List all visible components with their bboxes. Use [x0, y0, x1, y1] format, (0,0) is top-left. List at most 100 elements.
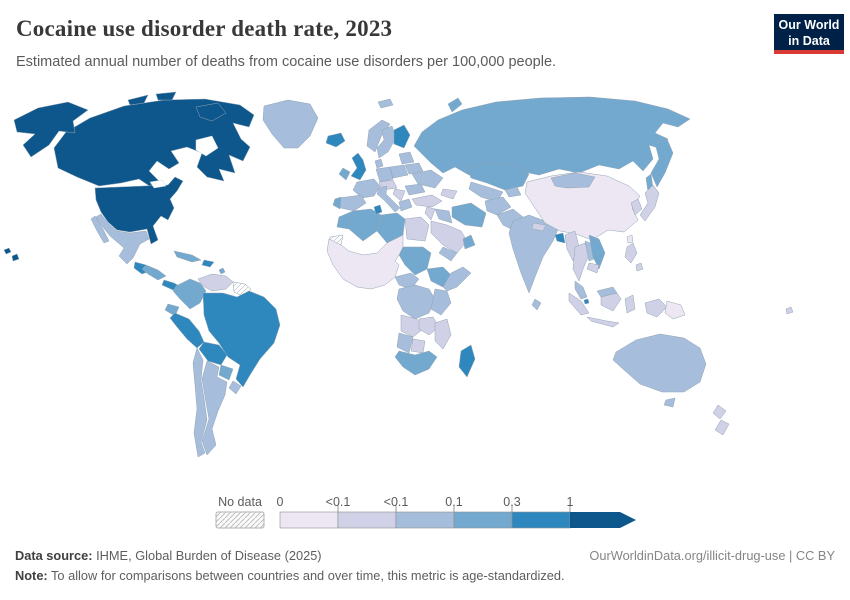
region-australia[interactable]: [612, 333, 707, 393]
region-kyrgyz[interactable]: [504, 186, 522, 198]
region-cambodia[interactable]: [586, 262, 600, 274]
region-iraq[interactable]: [434, 208, 453, 224]
region-italy[interactable]: [376, 185, 401, 213]
region-korea[interactable]: [630, 198, 643, 216]
region-yemen[interactable]: [438, 246, 458, 262]
region-sulawesi[interactable]: [624, 294, 636, 314]
region-canada-islands[interactable]: [195, 102, 227, 122]
region-denmark[interactable]: [374, 158, 384, 169]
legend-bin-swatch-arrow[interactable]: [570, 512, 636, 528]
region-botswana[interactable]: [410, 338, 426, 354]
region-china[interactable]: [524, 171, 641, 241]
region-colombia[interactable]: [172, 278, 207, 310]
region-saudi[interactable]: [430, 220, 468, 254]
footer-link[interactable]: OurWorldinData.org/illicit-drug-use | CC…: [589, 548, 835, 563]
region-west-papua[interactable]: [644, 298, 668, 318]
region-norway[interactable]: [366, 119, 391, 153]
region-ukraine[interactable]: [411, 169, 444, 189]
region-thailand[interactable]: [572, 242, 590, 282]
region-ireland[interactable]: [338, 167, 351, 181]
region-greenland[interactable]: [262, 99, 319, 149]
legend-bin-swatch[interactable]: [511, 511, 571, 529]
owid-logo[interactable]: Our World in Data: [774, 14, 844, 54]
region-philippines[interactable]: [635, 262, 644, 272]
region-somalia[interactable]: [442, 266, 472, 292]
region-levant[interactable]: [424, 206, 436, 221]
region-sri-lanka[interactable]: [531, 298, 542, 311]
region-oman[interactable]: [462, 234, 476, 250]
region-namibia[interactable]: [396, 332, 414, 354]
region-egypt[interactable]: [404, 216, 430, 242]
region-svalbard[interactable]: [377, 98, 394, 109]
region-usa[interactable]: [94, 176, 184, 245]
region-belarus[interactable]: [404, 162, 424, 175]
region-japan[interactable]: [639, 184, 660, 222]
legend-bin-swatch[interactable]: [337, 511, 397, 529]
region-chile[interactable]: [192, 347, 208, 458]
region-central-africa[interactable]: [394, 272, 420, 290]
region-france[interactable]: [352, 178, 381, 199]
region-iceland[interactable]: [325, 132, 346, 148]
region-kazakhstan[interactable]: [466, 161, 530, 191]
region-east-africa[interactable]: [430, 288, 452, 316]
region-sumatra[interactable]: [568, 292, 590, 316]
region-borneo-id[interactable]: [600, 292, 622, 312]
region-vietnam[interactable]: [588, 234, 606, 270]
region-iran[interactable]: [451, 202, 487, 228]
region-bangladesh[interactable]: [554, 232, 566, 244]
region-romania[interactable]: [404, 183, 426, 196]
legend-bin-swatch[interactable]: [279, 511, 339, 529]
region-novaya-zemlya[interactable]: [447, 97, 463, 113]
region-zambia[interactable]: [418, 316, 440, 336]
region-drc[interactable]: [396, 284, 436, 320]
region-canada-islands[interactable]: [127, 94, 149, 106]
region-portugal[interactable]: [332, 196, 342, 210]
region-singapore[interactable]: [583, 298, 590, 305]
legend-bin-swatch[interactable]: [395, 511, 455, 529]
region-sudan[interactable]: [398, 246, 432, 276]
legend-bin-swatch[interactable]: [453, 511, 513, 529]
region-fiji[interactable]: [785, 306, 794, 315]
region-philippines[interactable]: [624, 242, 638, 264]
region-honduras[interactable]: [141, 264, 167, 281]
region-uk[interactable]: [350, 152, 367, 181]
region-turkey[interactable]: [411, 194, 443, 208]
region-poland[interactable]: [389, 164, 409, 179]
region-peru[interactable]: [169, 312, 205, 349]
region-hawaii[interactable]: [3, 247, 12, 255]
region-baltics[interactable]: [398, 151, 415, 165]
region-greece[interactable]: [398, 198, 413, 212]
region-baja[interactable]: [90, 215, 110, 244]
region-hispaniola[interactable]: [201, 259, 215, 268]
region-mexico[interactable]: [95, 213, 150, 265]
region-antilles[interactable]: [218, 267, 226, 275]
region-west-africa[interactable]: [326, 234, 404, 290]
region-java[interactable]: [586, 316, 620, 328]
region-south-africa[interactable]: [394, 350, 438, 376]
region-germany[interactable]: [375, 166, 394, 183]
region-venezuela[interactable]: [197, 273, 234, 292]
region-taiwan[interactable]: [626, 234, 634, 244]
region-caucasus[interactable]: [440, 188, 458, 200]
no-data-swatch[interactable]: [215, 511, 265, 529]
region-mozambique[interactable]: [434, 318, 452, 350]
region-kamchatka[interactable]: [650, 138, 674, 188]
region-india[interactable]: [508, 214, 560, 294]
region-afghanistan[interactable]: [484, 196, 512, 216]
region-tunisia[interactable]: [373, 204, 383, 215]
region-balkans[interactable]: [392, 188, 406, 202]
region-sweden[interactable]: [376, 125, 397, 159]
region-argentina[interactable]: [201, 360, 228, 456]
region-cuba[interactable]: [173, 250, 202, 263]
region-canada-islands[interactable]: [155, 91, 177, 101]
region-brazil[interactable]: [202, 290, 281, 388]
region-new-zealand[interactable]: [714, 419, 730, 436]
region-alaska[interactable]: [13, 101, 89, 158]
region-uruguay[interactable]: [228, 380, 242, 395]
region-paraguay[interactable]: [218, 364, 234, 381]
region-malaysia[interactable]: [574, 280, 588, 300]
region-finland[interactable]: [393, 124, 411, 149]
region-madagascar[interactable]: [458, 344, 476, 378]
region-mongolia[interactable]: [550, 172, 596, 189]
region-new-zealand[interactable]: [712, 404, 727, 420]
